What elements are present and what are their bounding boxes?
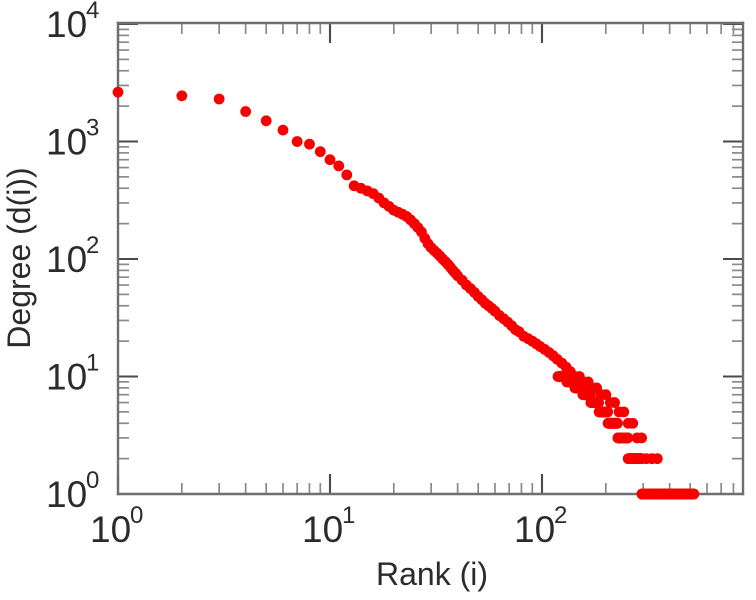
tick-label-exponent: 1 xyxy=(86,350,99,377)
y-tick-label-1: 100 xyxy=(46,467,99,515)
tick-label-exponent: 1 xyxy=(342,502,355,529)
data-point xyxy=(618,406,630,418)
tick-label-exponent: 0 xyxy=(130,502,143,529)
x-tick-label-100: 102 xyxy=(514,502,567,550)
axis-ticks-layer xyxy=(116,22,743,496)
data-point xyxy=(240,106,252,117)
data-point xyxy=(636,453,647,465)
y-axis-title-text: Degree (d(i)) xyxy=(1,167,37,348)
tick-label-mantissa: 10 xyxy=(90,509,131,550)
data-point xyxy=(213,93,225,105)
y-tick-label-100: 102 xyxy=(46,232,99,280)
data-point xyxy=(600,389,612,401)
tick-label-mantissa: 10 xyxy=(46,357,87,398)
data-point xyxy=(560,371,572,382)
y-tick-label-10000: 104 xyxy=(46,0,99,45)
data-point xyxy=(576,382,588,394)
data-point xyxy=(260,115,272,127)
tick-label-mantissa: 10 xyxy=(46,122,87,163)
tick-label-mantissa: 10 xyxy=(514,509,555,550)
tick-label-exponent: 2 xyxy=(86,232,99,259)
data-point xyxy=(568,376,580,388)
y-axis-title: Degree (d(i)) xyxy=(1,167,37,348)
y-tick-label-1000: 103 xyxy=(46,115,99,163)
tick-label-mantissa: 10 xyxy=(302,509,343,550)
data-point xyxy=(112,86,124,98)
data-point xyxy=(584,389,596,401)
data-point xyxy=(176,90,188,102)
data-point xyxy=(651,453,663,465)
data-point xyxy=(622,432,634,444)
tick-label-mantissa: 10 xyxy=(46,474,87,515)
data-point xyxy=(277,124,289,136)
x-tick-label-10: 101 xyxy=(302,502,355,550)
data-point xyxy=(333,160,345,172)
data-point xyxy=(314,146,326,158)
axis-frame-layer xyxy=(116,21,745,496)
x-tick-label-1: 100 xyxy=(90,502,143,550)
data-point xyxy=(627,417,639,429)
data-point xyxy=(612,417,623,429)
data-point xyxy=(291,136,303,147)
data-point xyxy=(602,406,614,418)
data-point xyxy=(636,432,647,444)
y-tick-label-10: 101 xyxy=(46,350,99,398)
tick-label-exponent: 0 xyxy=(86,467,99,494)
x-axis-title-text: Rank (i) xyxy=(376,556,488,592)
data-point xyxy=(688,488,700,500)
data-point xyxy=(304,138,315,150)
tick-label-exponent: 3 xyxy=(86,115,99,142)
data-point xyxy=(609,397,620,408)
tick-label-exponent: 4 xyxy=(86,0,99,24)
data-point xyxy=(324,154,336,166)
tick-label-mantissa: 10 xyxy=(46,239,87,280)
tick-label-mantissa: 10 xyxy=(46,4,87,45)
data-point xyxy=(593,397,605,408)
x-axis-title: Rank (i) xyxy=(376,556,488,592)
tick-label-exponent: 2 xyxy=(554,502,567,529)
data-points-layer xyxy=(112,86,700,500)
data-point xyxy=(341,169,353,181)
